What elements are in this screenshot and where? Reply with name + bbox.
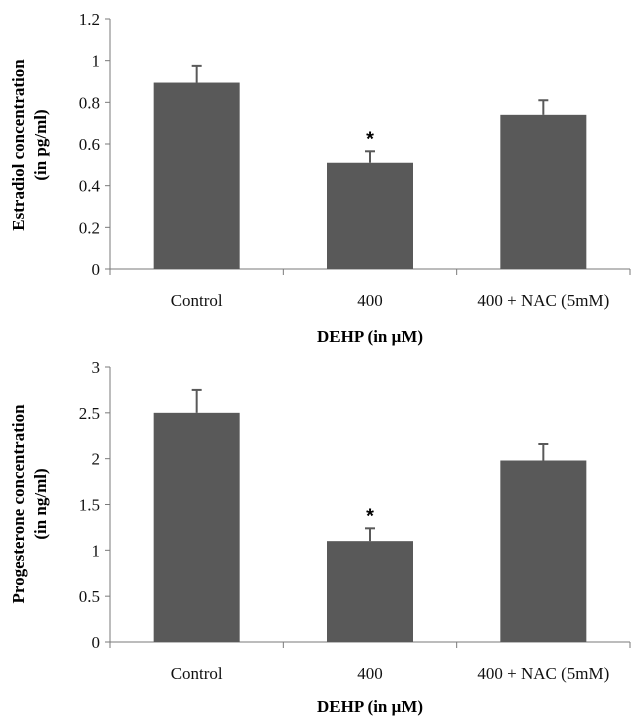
progesterone-y-tick-label: 2	[92, 450, 101, 469]
estradiol-significance-marker: *	[366, 128, 374, 150]
progesterone-x-tick-label: 400 + NAC (5mM)	[477, 664, 609, 683]
estradiol-x-tick-label: Control	[171, 291, 223, 310]
progesterone-y-axis-title: Progesterone concentration (in ng/ml)	[9, 404, 50, 604]
estradiol-bar	[500, 114, 587, 269]
progesterone-bar	[327, 541, 413, 642]
estradiol-bar	[327, 162, 413, 269]
progesterone-x-axis-title: DEHP (in μM)	[317, 697, 423, 716]
estradiol-y-tick-label: 0	[92, 260, 101, 279]
chart-estradiol: Estradiol concentration (in pg/ml) DEHP …	[9, 10, 631, 346]
estradiol-y-tick-label: 0.8	[79, 93, 100, 112]
estradiol-y-tick-label: 1.2	[79, 10, 100, 29]
estradiol-x-tick-label: 400 + NAC (5mM)	[477, 291, 609, 310]
progesterone-y-tick-label: 0	[92, 633, 101, 652]
estradiol-y-tick-label: 1	[92, 52, 101, 71]
progesterone-x-tick-label: Control	[171, 664, 223, 683]
progesterone-y-tick-label: 1.5	[79, 496, 100, 515]
progesterone-x-tick-label: 400	[357, 664, 383, 683]
progesterone-significance-marker: *	[366, 505, 374, 527]
progesterone-y-tick-label: 0.5	[79, 587, 100, 606]
progesterone-y-tick-label: 1	[92, 541, 101, 560]
estradiol-bar	[153, 82, 240, 270]
estradiol-x-tick-label: 400	[357, 291, 383, 310]
progesterone-bar	[500, 460, 587, 642]
estradiol-y-axis-title: Estradiol concentration (in pg/ml)	[9, 59, 50, 231]
progesterone-y-tick-label: 3	[92, 358, 101, 377]
progesterone-bar	[153, 412, 240, 642]
estradiol-y-axis-title-line2: (in pg/ml)	[31, 109, 50, 180]
estradiol-y-axis-title-line1: Estradiol concentration	[9, 59, 28, 231]
progesterone-y-tick-label: 2.5	[79, 404, 100, 423]
estradiol-y-tick-label: 0.6	[79, 135, 100, 154]
progesterone-y-axis-title-line1: Progesterone concentration	[9, 404, 28, 604]
estradiol-y-tick-label: 0.4	[79, 177, 101, 196]
estradiol-x-axis-title: DEHP (in μM)	[317, 327, 423, 346]
estradiol-y-tick-label: 0.2	[79, 218, 100, 237]
progesterone-y-axis-title-line2: (in ng/ml)	[31, 468, 50, 539]
chart-progesterone: Progesterone concentration (in ng/ml) DE…	[9, 358, 631, 716]
